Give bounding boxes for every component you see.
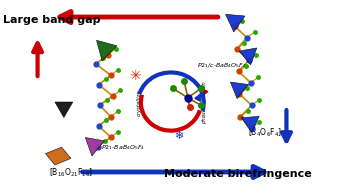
Text: ✳: ✳ (129, 69, 141, 83)
Text: ❄: ❄ (174, 131, 183, 141)
Polygon shape (225, 14, 245, 32)
Text: [B$_{16}$O$_{21}$F$_{16}$]: [B$_{16}$O$_{21}$F$_{16}$] (49, 166, 93, 179)
Polygon shape (85, 138, 104, 156)
Polygon shape (97, 40, 117, 61)
Text: crystallize: crystallize (137, 89, 141, 116)
Polygon shape (241, 116, 259, 132)
Text: [B$_4$O$_6$F$_4$]: [B$_4$O$_6$F$_4$] (248, 127, 282, 139)
Text: Large band gap: Large band gap (3, 15, 100, 25)
Polygon shape (55, 102, 73, 118)
Text: $P2_1$-BaB$_4$O$_5$F$_4$: $P2_1$-BaB$_4$O$_5$F$_4$ (101, 143, 146, 152)
Text: $P2_1$/c-BaB$_4$O$_5$F$_4$: $P2_1$/c-BaB$_4$O$_5$F$_4$ (197, 61, 247, 70)
Polygon shape (231, 82, 248, 99)
Polygon shape (239, 48, 257, 65)
Text: Moderate birefringence: Moderate birefringence (164, 170, 312, 180)
Text: phase transition: phase transition (202, 81, 207, 124)
Polygon shape (45, 147, 71, 165)
